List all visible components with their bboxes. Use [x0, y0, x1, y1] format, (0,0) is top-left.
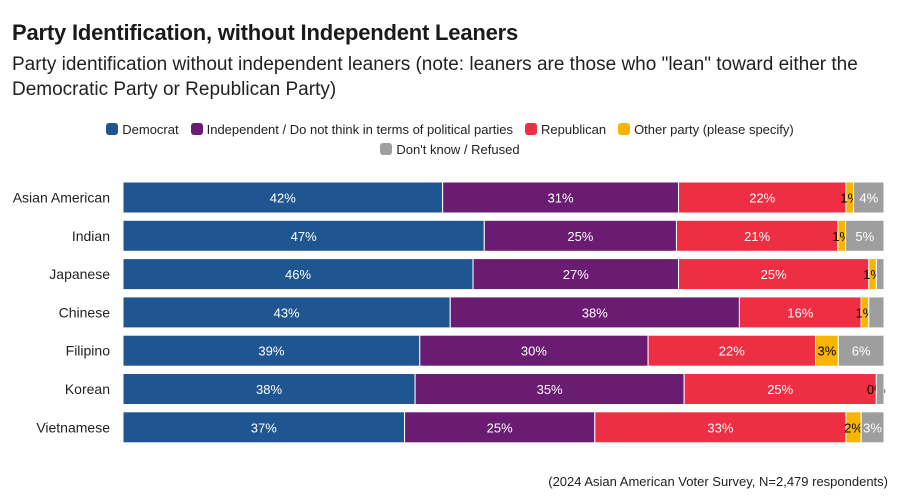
legend-swatch-democrat — [106, 123, 119, 135]
legend-label-democrat: Democrat — [122, 121, 179, 137]
data-label-asian-american-dont-know: 4% — [859, 191, 878, 206]
data-label-indian-democrat: 47% — [291, 229, 317, 244]
data-label-chinese-independent: 38% — [582, 305, 608, 320]
bar-vietnamese-democrat — [122, 411, 406, 444]
category-label-chinese: Chinese — [59, 304, 111, 320]
data-label-vietnamese-republican: 33% — [707, 420, 733, 435]
bar-asian-american-democrat — [122, 181, 444, 214]
bar-asian-american-republican — [678, 181, 847, 214]
bar-filipino-dont-know — [837, 334, 885, 367]
legend-swatch-other-party — [618, 123, 631, 135]
legend-label-republican: Republican — [541, 121, 607, 137]
bar-vietnamese-independent — [404, 411, 596, 444]
bar-korean-dont-know — [875, 373, 885, 405]
bar-indian-democrat — [122, 219, 485, 252]
bar-japanese-democrat — [122, 258, 474, 291]
data-label-vietnamese-independent: 25% — [487, 420, 513, 435]
data-label-filipino-dont-know: 6% — [852, 344, 871, 359]
legend-swatch-independent — [190, 123, 203, 135]
legend-row-2: Don't know / Refused — [0, 140, 900, 158]
category-label-vietnamese: Vietnamese — [36, 419, 110, 435]
data-label-japanese-independent: 27% — [563, 267, 589, 282]
bar-vietnamese-republican — [594, 411, 847, 444]
bar-korean-independent — [414, 373, 685, 405]
legend-swatch-dont-know — [380, 143, 393, 155]
bar-asian-american-independent — [442, 181, 680, 214]
data-label-vietnamese-other-party: 2% — [844, 420, 863, 435]
chart-subtitle: Party identification without independent… — [12, 54, 858, 100]
bar-indian-republican — [675, 219, 839, 252]
legend-item-other-party: Other party (please specify) — [618, 122, 794, 137]
bar-korean-democrat — [122, 373, 416, 405]
bar-filipino-independent — [419, 334, 649, 367]
data-label-korean-independent: 35% — [537, 382, 563, 397]
data-label-chinese-democrat: 43% — [274, 305, 300, 320]
category-label-filipino: Filipino — [66, 343, 111, 359]
data-label-indian-republican: 21% — [744, 229, 770, 244]
data-label-vietnamese-democrat: 37% — [251, 420, 277, 435]
bar-korean-republican — [683, 373, 877, 405]
legend-item-republican: Republican — [525, 122, 606, 137]
data-label-filipino-republican: 22% — [719, 344, 745, 359]
legend-label-independent: Independent / Do not think in terms of p… — [206, 121, 514, 137]
legend-label-dont-know: Don't know / Refused — [396, 141, 520, 157]
category-label-korean: Korean — [65, 381, 110, 397]
category-label-japanese: Japanese — [49, 266, 110, 282]
data-label-filipino-other-party: 3% — [818, 344, 837, 359]
bar-indian-independent — [483, 219, 677, 252]
legend-label-other-party: Other party (please specify) — [634, 121, 794, 137]
bar-chinese-dont-know — [868, 296, 885, 329]
bar-chinese-republican — [738, 296, 862, 329]
legend-swatch-republican — [525, 123, 538, 135]
data-label-japanese-republican: 25% — [761, 267, 787, 282]
bar-asian-american-dont-know — [853, 181, 885, 214]
bar-vietnamese-dont-know — [860, 411, 885, 444]
bar-japanese-republican — [678, 258, 870, 291]
legend-item-independent: Independent / Do not think in terms of p… — [190, 121, 514, 137]
chart-title: Party Identification, without Independen… — [12, 20, 519, 45]
data-label-asian-american-democrat: 42% — [270, 191, 296, 206]
bar-filipino-republican — [647, 334, 817, 367]
bar-japanese-dont-know — [875, 258, 885, 291]
legend-row-1: Democrat Independent / Do not think in t… — [0, 120, 900, 138]
category-label-asian-american: Asian American — [13, 190, 110, 206]
data-label-japanese-democrat: 46% — [285, 267, 311, 282]
bar-chinese-independent — [449, 296, 740, 329]
data-label-filipino-democrat: 39% — [258, 344, 284, 359]
legend-item-democrat: Democrat — [106, 121, 179, 137]
data-label-korean-democrat: 38% — [256, 382, 282, 397]
data-label-korean-republican: 25% — [767, 382, 793, 397]
legend-item-dont-know: Don't know / Refused — [380, 141, 520, 157]
data-label-filipino-independent: 30% — [521, 344, 547, 359]
chart-caption: (2024 Asian American Voter Survey, N=2,4… — [548, 474, 888, 489]
category-label-indian: Indian — [72, 228, 110, 244]
bar-indian-dont-know — [845, 219, 885, 252]
data-label-indian-dont-know: 5% — [855, 229, 874, 244]
data-label-chinese-republican: 16% — [787, 305, 813, 320]
data-label-asian-american-independent: 31% — [548, 191, 574, 206]
data-label-asian-american-republican: 22% — [749, 191, 775, 206]
bar-japanese-independent — [472, 258, 680, 291]
data-label-indian-independent: 25% — [567, 229, 593, 244]
legend: Democrat Independent / Do not think in t… — [0, 120, 900, 160]
data-label-vietnamese-dont-know: 3% — [863, 420, 882, 435]
